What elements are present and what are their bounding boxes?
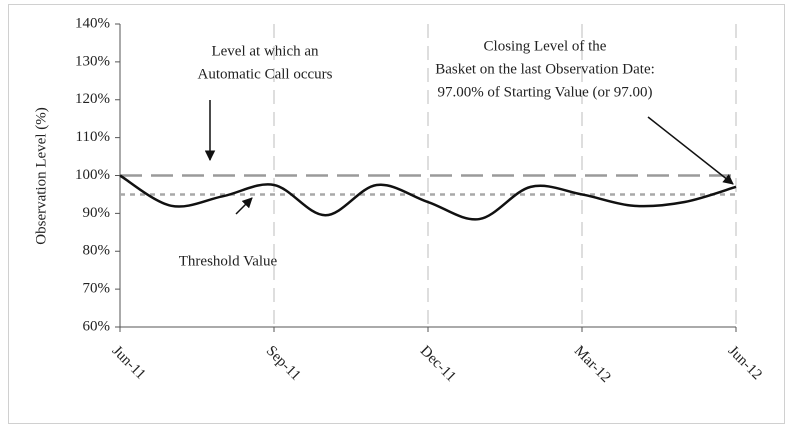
y-tick-label: 100% xyxy=(75,167,110,183)
annotation: 97.00% of Starting Value (or 97.00) xyxy=(437,84,652,100)
x-tick-label: Jun-11 xyxy=(109,343,149,383)
series-line xyxy=(119,174,737,221)
y-tick-label: 130% xyxy=(75,53,110,69)
x-tick-label: Dec-11 xyxy=(417,343,459,385)
y-tick-label: 110% xyxy=(76,129,110,145)
y-axis-label: Observation Level (%) xyxy=(33,107,49,244)
annotation: Threshold Value xyxy=(179,253,278,269)
x-tick-label: Sep-11 xyxy=(263,343,304,384)
annotation-arrow xyxy=(647,116,734,185)
x-tick-label: Mar-12 xyxy=(571,343,614,386)
y-tick-label: 60% xyxy=(83,318,111,334)
y-tick-label: 70% xyxy=(83,281,111,297)
annotation-arrow xyxy=(235,197,253,215)
annotation: Automatic Call occurs xyxy=(198,66,333,82)
y-tick-label: 80% xyxy=(83,243,111,259)
annotation: Level at which an xyxy=(211,43,319,59)
y-tick-label: 140% xyxy=(75,15,110,31)
annotation: Closing Level of the xyxy=(484,38,607,54)
y-tick-label: 120% xyxy=(75,91,110,107)
x-tick-label: Jun-12 xyxy=(725,343,765,383)
annotation: Basket on the last Observation Date: xyxy=(435,61,655,77)
y-tick-label: 90% xyxy=(83,205,111,221)
frame xyxy=(8,4,785,424)
